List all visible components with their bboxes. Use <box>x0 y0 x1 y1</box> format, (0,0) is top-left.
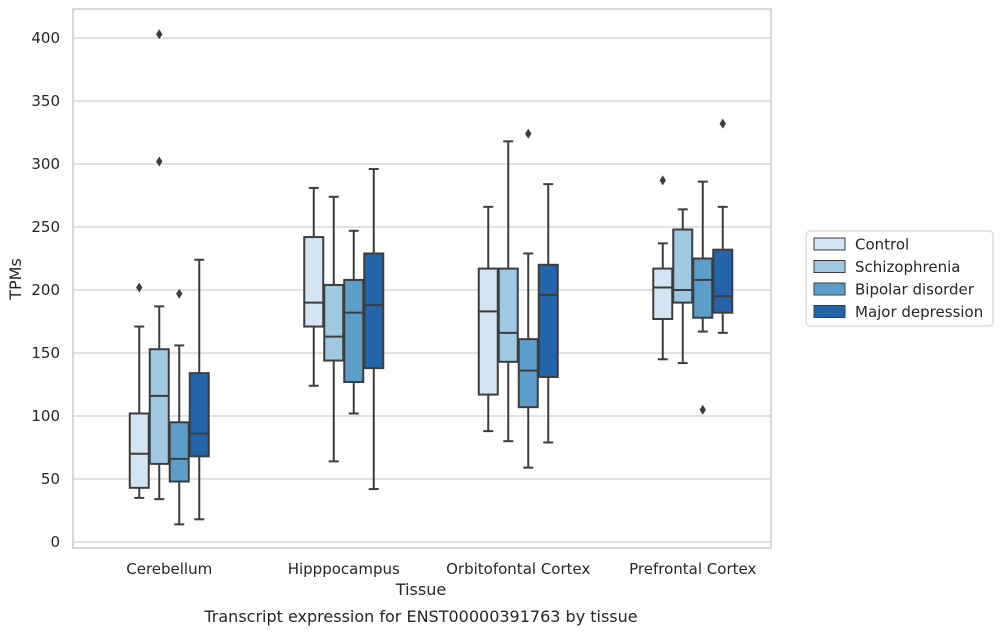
outlier-point <box>699 404 706 415</box>
box <box>303 236 325 328</box>
outlier-point <box>176 288 183 299</box>
box <box>477 267 499 396</box>
y-tick-label: 200 <box>31 281 60 299</box>
legend-label: Schizophrenia <box>855 258 960 276</box>
x-tick-label: Orbitofontal Cortex <box>446 560 590 578</box>
x-tick-label: Prefrontal Cortex <box>629 560 756 578</box>
y-tick-label: 250 <box>31 218 60 236</box>
outlier-point <box>156 156 163 167</box>
y-tick-label: 350 <box>31 92 60 110</box>
legend: Control Schizophrenia Bipolar disorder Majo… <box>805 230 994 327</box>
box <box>537 263 559 378</box>
legend-swatch <box>813 282 846 296</box>
x-axis-label: Tissue <box>395 580 446 599</box>
box <box>128 412 150 489</box>
y-tick-label: 50 <box>41 470 60 488</box>
box <box>188 372 210 458</box>
box <box>712 248 734 314</box>
legend-swatch <box>813 260 846 273</box>
y-tick-label: 0 <box>50 533 60 551</box>
box <box>168 421 190 483</box>
series-schizophrenia <box>148 29 694 501</box>
box <box>497 267 519 363</box>
legend-label: Control <box>855 236 909 254</box>
legend-frame <box>805 230 994 327</box>
outlier-point <box>659 175 666 186</box>
box <box>517 338 539 409</box>
x-axis-ticks: Cerebellum Hipppocampus Orbitofontal Corte… <box>126 560 756 578</box>
series-bipolar-disorder <box>168 128 714 526</box>
y-tick-label: 150 <box>31 344 60 362</box>
series-major-depression <box>188 118 734 521</box>
legend-swatch <box>813 237 846 251</box>
chart-caption: Transcript expression for ENST0000039176… <box>203 607 637 626</box>
x-tick-label: Hipppocampus <box>288 560 400 578</box>
y-tick-label: 400 <box>31 29 60 47</box>
box <box>148 348 170 465</box>
box-series <box>128 29 734 526</box>
box <box>343 278 365 383</box>
outlier-point <box>136 282 143 293</box>
box <box>323 283 345 362</box>
box <box>672 228 694 304</box>
y-axis-label: TPMs <box>6 258 25 301</box>
box <box>363 252 385 370</box>
outlier-point <box>156 29 163 40</box>
outlier-point <box>525 128 532 139</box>
y-axis-ticks: 0 50 100 150 200 250 300 350 400 <box>31 29 60 551</box>
box <box>692 257 714 319</box>
outlier-point <box>719 118 726 129</box>
plot-area-frame <box>72 8 772 549</box>
legend-label: Major depression <box>855 303 983 321</box>
legend-swatch <box>813 305 846 318</box>
series-control <box>128 175 674 499</box>
box <box>652 267 674 320</box>
legend-label: Bipolar disorder <box>855 281 975 299</box>
y-tick-label: 300 <box>31 155 60 173</box>
x-tick-label: Cerebellum <box>126 560 212 578</box>
y-tick-label: 100 <box>31 407 60 425</box>
